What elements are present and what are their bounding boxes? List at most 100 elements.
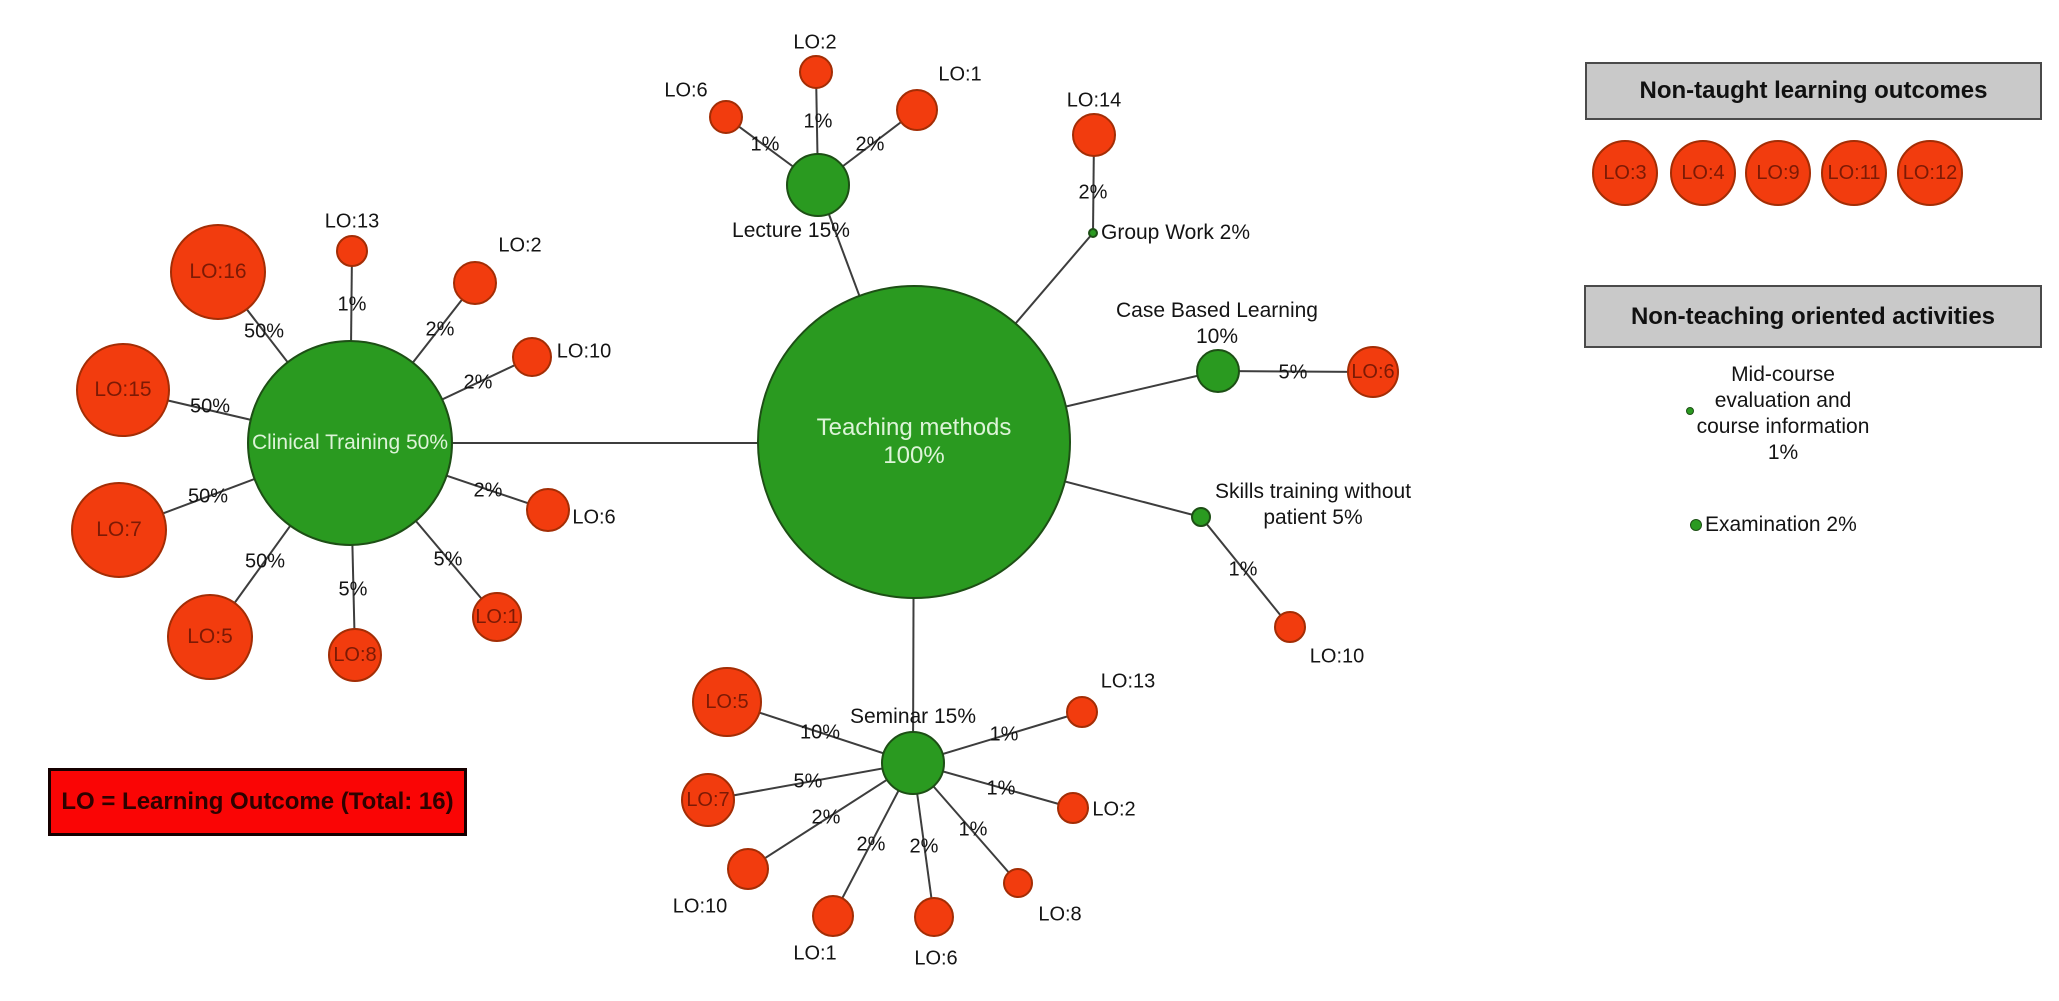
link-percentage-label: 2% (464, 372, 493, 395)
lo-node-seminar-lo7-text: LO:7 (686, 788, 730, 811)
legend-non-taught-title: Non-taught learning outcomes (1639, 77, 1988, 104)
lo-node-skills-training-lo10 (1274, 611, 1306, 643)
lo-label-lecture-lo6: LO:6 (664, 80, 707, 103)
lo-node-clinical-lo1: LO:1 (472, 592, 522, 642)
lo-label-seminar-lo1: LO:1 (793, 943, 836, 966)
link-percentage-label-line: 50% (189, 395, 231, 418)
legend-lo-node-lo4: LO:4 (1670, 140, 1736, 206)
lo-label-clinical-lo13: LO:13 (325, 211, 379, 234)
lo-node-clinical-lo6 (526, 488, 570, 532)
lo-node-clinical-lo16: LO:16 (170, 224, 266, 320)
lo-label-lecture-lo1: LO:1 (938, 64, 981, 87)
lo-label-seminar-lo10-line: LO:10 (672, 895, 728, 918)
link-percentage-label: 2% (474, 480, 503, 503)
link-percentage-label: 1% (804, 111, 833, 134)
lo-node-seminar-lo6 (914, 897, 954, 937)
link-percentage-label: 2% (857, 834, 886, 857)
link-percentage-label: 1% (990, 724, 1019, 747)
activity-node-skills-training-without-patient (1191, 507, 1211, 527)
link-percentage-label: 5% (339, 579, 368, 602)
lo-node-seminar-lo2 (1057, 792, 1089, 824)
link-percentage-label: 2% (856, 134, 885, 157)
activity-label-case-based-learning-line: 10% (1195, 325, 1239, 348)
link-percentage-label-line: 2% (909, 835, 939, 858)
lo-node-clinical-lo2 (453, 261, 497, 305)
lo-node-seminar-lo10 (727, 848, 769, 890)
activity-node-lecture (786, 153, 850, 217)
lo-label-clinical-lo6: LO:6 (572, 507, 615, 530)
lo-node-seminar-lo5-text: LO:5 (705, 690, 749, 713)
link-percentage-label: 1% (338, 294, 367, 317)
link-percentage-label-line: 5% (1278, 361, 1308, 384)
link-percentage-label: 2% (426, 319, 455, 342)
lo-abbreviation-note: LO = Learning Outcome (Total: 16) (48, 768, 467, 836)
legend-activity-label-0-line: course information (1696, 415, 1870, 438)
activity-label-skills-training-without-patient: Skills training without patient 5% (1215, 479, 1411, 531)
lo-label-seminar-lo13: LO:13 (1101, 671, 1155, 694)
lo-node-case-based-learning-lo6: LO:6 (1347, 346, 1399, 398)
link-percentage-label-line: 2% (463, 371, 493, 394)
link-percentage-label: 50% (245, 551, 285, 574)
lo-node-lecture-lo1 (896, 89, 938, 131)
link-percentage-label-line: 50% (244, 550, 286, 573)
activity-label-lecture-line: Lecture 15% (732, 219, 850, 242)
link-percentage-label-line: 50% (243, 320, 285, 343)
link-percentage-label-line: 50% (187, 485, 229, 508)
link-percentage-label: 2% (812, 807, 841, 830)
lo-node-seminar-lo5: LO:5 (692, 667, 762, 737)
link-percentage-label-line: 1% (750, 133, 780, 156)
link-percentage-label-line: 1% (989, 723, 1019, 746)
legend-lo-node-lo11-text: LO:11 (1827, 161, 1881, 184)
lo-label-skills-training-lo10: LO:10 (1310, 646, 1364, 669)
lo-label-lecture-lo6-line: LO:6 (664, 79, 708, 102)
activity-node-case-based-learning (1196, 349, 1240, 393)
link-percentage-label: 5% (434, 549, 463, 572)
link-percentage-label: 50% (244, 321, 284, 344)
lo-node-clinical-lo16-text: LO:16 (189, 259, 247, 283)
activity-label-group-work: Group Work 2% (1101, 220, 1250, 246)
activity-label-lecture: Lecture 15% (732, 218, 850, 244)
link-percentage-label: 1% (751, 134, 780, 157)
activity-label-skills-training-without-patient-line: patient 5% (1263, 506, 1363, 529)
lo-node-clinical-lo15: LO:15 (76, 343, 170, 437)
legend-activity-dot-0 (1686, 407, 1694, 415)
legend-activity-dot-1 (1690, 519, 1702, 531)
lo-node-group-work-lo14 (1072, 113, 1116, 157)
lo-label-seminar-lo2-line: LO:2 (1092, 798, 1136, 821)
lo-node-clinical-lo1-text: LO:1 (475, 605, 519, 628)
lo-node-lecture-lo2 (799, 55, 833, 89)
legend-activity-label-1: Examination 2% (1705, 512, 1857, 538)
lo-node-clinical-lo5-text: LO:5 (187, 624, 233, 648)
activity-label-seminar: Seminar 15% (850, 704, 976, 730)
lo-node-seminar-lo8 (1003, 868, 1033, 898)
link-percentage-label-line: 2% (856, 833, 886, 856)
lo-label-seminar-lo6-line: LO:6 (914, 947, 958, 970)
link-percentage-label: 5% (1279, 362, 1308, 385)
lo-node-seminar-lo1 (812, 895, 854, 937)
lo-label-clinical-lo2: LO:2 (498, 235, 541, 258)
link-percentage-label-line: 2% (811, 806, 841, 829)
lo-label-group-work-lo14-line: LO:14 (1066, 89, 1122, 112)
lo-node-clinical-lo15-text: LO:15 (94, 377, 152, 401)
link-percentage-label-line: 10% (799, 721, 841, 744)
lo-label-seminar-lo2: LO:2 (1092, 799, 1135, 822)
activity-label-case-based-learning-line: Case Based Learning (1116, 299, 1318, 322)
lo-label-lecture-lo2-line: LO:2 (793, 31, 837, 54)
activity-node-seminar (881, 731, 945, 795)
lo-label-skills-training-lo10-line: LO:10 (1309, 645, 1365, 668)
link-percentage-label-line: 5% (338, 578, 368, 601)
link-percentage-label-line: 2% (855, 133, 885, 156)
link-line (707, 762, 914, 801)
link-percentage-label: 1% (1229, 559, 1258, 582)
activity-label-group-work-line: Group Work 2% (1101, 221, 1250, 244)
lo-label-seminar-lo8-line: LO:8 (1038, 903, 1082, 926)
legend-lo-node-lo11: LO:11 (1821, 140, 1887, 206)
legend-lo-node-lo3: LO:3 (1592, 140, 1658, 206)
legend-lo-node-lo4-text: LO:4 (1681, 161, 1725, 184)
lo-label-clinical-lo10-line: LO:10 (556, 340, 612, 363)
lo-label-group-work-lo14: LO:14 (1067, 90, 1121, 113)
legend-non-teaching-header: Non-teaching oriented activities (1584, 285, 2042, 348)
lo-label-clinical-lo6-line: LO:6 (572, 506, 616, 529)
legend-lo-node-lo9-text: LO:9 (1756, 161, 1800, 184)
